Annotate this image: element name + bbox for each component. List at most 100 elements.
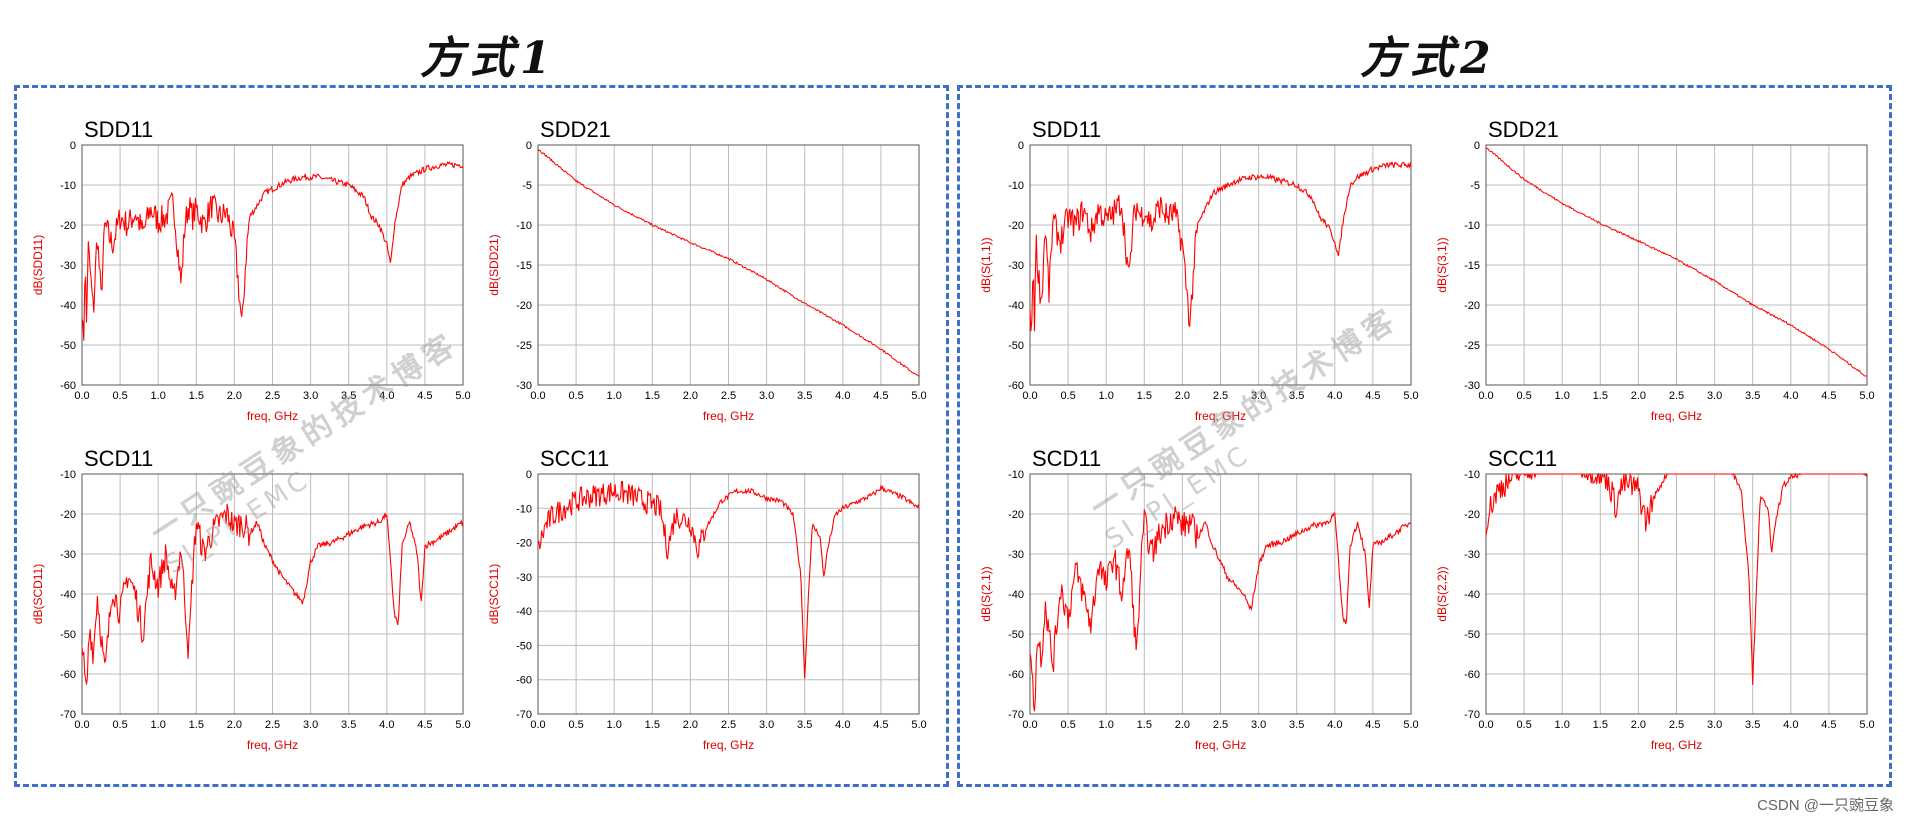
m1-scd11-ytick-label: -70 bbox=[60, 709, 76, 721]
m2-scc11-xtick-label: 2.5 bbox=[1669, 719, 1684, 731]
m2-sdd11-ytick-label: -60 bbox=[1008, 380, 1024, 392]
m2-sdd11-trace bbox=[1029, 160, 1412, 332]
m1-scd11-xtick-label: 2.0 bbox=[227, 719, 242, 731]
m1-sdd11-ytick-label: -40 bbox=[60, 300, 76, 312]
m2-sdd11-ylabel: dB(S(1,1)) bbox=[979, 237, 993, 292]
m2-sdd11-title: SDD11 bbox=[1032, 117, 1101, 142]
m1-scc11-xtick-label: 4.0 bbox=[835, 719, 850, 731]
m2-scd11-xlabel: freq, GHz bbox=[1195, 738, 1246, 752]
m2-scc11-ylabel: dB(S(2,2)) bbox=[1435, 566, 1449, 621]
m1-scd11-trace bbox=[81, 503, 464, 685]
m2-scd11-xtick-label: 2.0 bbox=[1175, 719, 1190, 731]
m2-sdd21-xtick-label: 0.5 bbox=[1516, 390, 1531, 402]
m1-sdd21-ytick-label: -30 bbox=[516, 380, 532, 392]
m2-scd11-xtick-label: 1.5 bbox=[1137, 719, 1152, 731]
panel-method-1 bbox=[14, 85, 949, 787]
m2-scd11-xtick-label: 2.5 bbox=[1213, 719, 1228, 731]
m1-scc11-ylabel: dB(SCC11) bbox=[487, 564, 501, 624]
m1-scc11-xlabel: freq, GHz bbox=[703, 738, 754, 752]
m1-sdd11-ytick-label: -20 bbox=[60, 220, 76, 232]
m1-scd11-xtick-label: 0.0 bbox=[74, 719, 89, 731]
m2-sdd21-xtick-label: 1.0 bbox=[1555, 390, 1570, 402]
m1-sdd21-xtick-label: 2.5 bbox=[721, 390, 736, 402]
csdn-credit: CSDN @一只豌豆象 bbox=[1757, 797, 1894, 814]
m1-scc11-ytick-label: -60 bbox=[516, 675, 532, 687]
m1-scd11-xlabel: freq, GHz bbox=[247, 738, 298, 752]
m1-sdd21-xlabel: freq, GHz bbox=[703, 409, 754, 423]
m1-sdd11-xtick-label: 1.0 bbox=[151, 390, 166, 402]
m2-scd11-xtick-label: 3.0 bbox=[1251, 719, 1266, 731]
m2-sdd21-xtick-label: 3.0 bbox=[1707, 390, 1722, 402]
m1-scd11-ytick-label: -40 bbox=[60, 589, 76, 601]
m1-sdd21-xtick-label: 5.0 bbox=[911, 390, 926, 402]
m2-scc11-xtick-label: 3.5 bbox=[1745, 719, 1760, 731]
m2-sdd21-xtick-label: 5.0 bbox=[1859, 390, 1874, 402]
m2-sdd21-xlabel: freq, GHz bbox=[1651, 409, 1702, 423]
m1-scc11-ytick-label: -70 bbox=[516, 709, 532, 721]
m2-scd11-xtick-label: 4.0 bbox=[1327, 719, 1342, 731]
m1-scd11-xtick-label: 1.5 bbox=[189, 719, 204, 731]
section-title-2: 方式2 bbox=[1360, 33, 1497, 84]
m2-sdd21-ytick-label: -20 bbox=[1464, 300, 1480, 312]
m1-sdd21-xtick-label: 3.5 bbox=[797, 390, 812, 402]
m1-scc11-title: SCC11 bbox=[540, 446, 609, 471]
m2-scd11-ytick-label: -60 bbox=[1008, 669, 1024, 681]
m1-sdd11-xtick-label: 5.0 bbox=[455, 390, 470, 402]
m2-sdd21-xtick-label: 1.5 bbox=[1593, 390, 1608, 402]
m2-scd11-ylabel: dB(S(2,1)) bbox=[979, 566, 993, 621]
m2-sdd11-xtick-label: 2.5 bbox=[1213, 390, 1228, 402]
m1-sdd21-xtick-label: 4.0 bbox=[835, 390, 850, 402]
panel-method-2 bbox=[957, 85, 1892, 787]
m2-sdd21-xtick-label: 3.5 bbox=[1745, 390, 1760, 402]
m1-scc11-xtick-label: 2.5 bbox=[721, 719, 736, 731]
m2-sdd21-ytick-label: -25 bbox=[1464, 340, 1480, 352]
m2-sdd21-xtick-label: 2.5 bbox=[1669, 390, 1684, 402]
m1-sdd11-ylabel: dB(SDD11) bbox=[31, 235, 45, 295]
m2-scd11-ytick-label: -20 bbox=[1008, 509, 1024, 521]
m1-sdd21-ylabel: dB(SDD21) bbox=[487, 234, 501, 295]
m2-scc11-ytick-label: -60 bbox=[1464, 669, 1480, 681]
m1-sdd11-xtick-label: 4.5 bbox=[417, 390, 432, 402]
m2-sdd21-xtick-label: 2.0 bbox=[1631, 390, 1646, 402]
m2-sdd11-ytick-label: -20 bbox=[1008, 220, 1024, 232]
m2-sdd21-ytick-label: -10 bbox=[1464, 220, 1480, 232]
m2-sdd11-ytick-label: -30 bbox=[1008, 260, 1024, 272]
m2-sdd11-ytick-label: -50 bbox=[1008, 340, 1024, 352]
m2-scc11-xtick-label: 0.5 bbox=[1516, 719, 1531, 731]
m2-scc11-trace bbox=[1485, 472, 1868, 686]
m2-sdd11-xtick-label: 1.0 bbox=[1099, 390, 1114, 402]
m1-scd11-ytick-label: -30 bbox=[60, 549, 76, 561]
m1-sdd11-ytick-label: -50 bbox=[60, 340, 76, 352]
m1-sdd21-xtick-label: 2.0 bbox=[683, 390, 698, 402]
m2-scc11-ytick-label: -70 bbox=[1464, 709, 1480, 721]
m1-sdd21-ytick-label: 0 bbox=[526, 140, 532, 152]
m1-scc11-ytick-label: -30 bbox=[516, 572, 532, 584]
m2-scc11-xtick-label: 5.0 bbox=[1859, 719, 1874, 731]
m2-scc11-xtick-label: 1.5 bbox=[1593, 719, 1608, 731]
m1-scd11-xtick-label: 4.5 bbox=[417, 719, 432, 731]
m1-sdd21-ytick-label: -5 bbox=[522, 180, 532, 192]
m2-sdd21-xtick-label: 4.0 bbox=[1783, 390, 1798, 402]
m1-scd11-ylabel: dB(SCD11) bbox=[31, 564, 45, 624]
m2-scc11-ytick-label: -50 bbox=[1464, 629, 1480, 641]
m2-scc11-xtick-label: 1.0 bbox=[1555, 719, 1570, 731]
m1-sdd11-xlabel: freq, GHz bbox=[247, 409, 298, 423]
m1-scd11-xtick-label: 3.0 bbox=[303, 719, 318, 731]
m1-scd11-xtick-label: 3.5 bbox=[341, 719, 356, 731]
m1-sdd21-ytick-label: -15 bbox=[516, 260, 532, 272]
m1-sdd21-frame bbox=[537, 144, 920, 386]
m1-scc11-xtick-label: 3.0 bbox=[759, 719, 774, 731]
m1-scc11-frame bbox=[537, 473, 920, 715]
m2-sdd11-xtick-label: 3.0 bbox=[1251, 390, 1266, 402]
m2-sdd21-xtick-label: 0.0 bbox=[1478, 390, 1493, 402]
m1-scc11-xtick-label: 1.0 bbox=[607, 719, 622, 731]
m1-scd11-xtick-label: 4.0 bbox=[379, 719, 394, 731]
m1-scc11-xtick-label: 0.5 bbox=[568, 719, 583, 731]
m2-sdd21-ytick-label: -30 bbox=[1464, 380, 1480, 392]
m1-sdd11-xtick-label: 2.0 bbox=[227, 390, 242, 402]
m2-sdd21-trace bbox=[1485, 147, 1868, 377]
m2-scd11-trace bbox=[1029, 506, 1412, 712]
m2-sdd11-frame bbox=[1029, 144, 1412, 386]
m1-scc11-xtick-label: 5.0 bbox=[911, 719, 926, 731]
